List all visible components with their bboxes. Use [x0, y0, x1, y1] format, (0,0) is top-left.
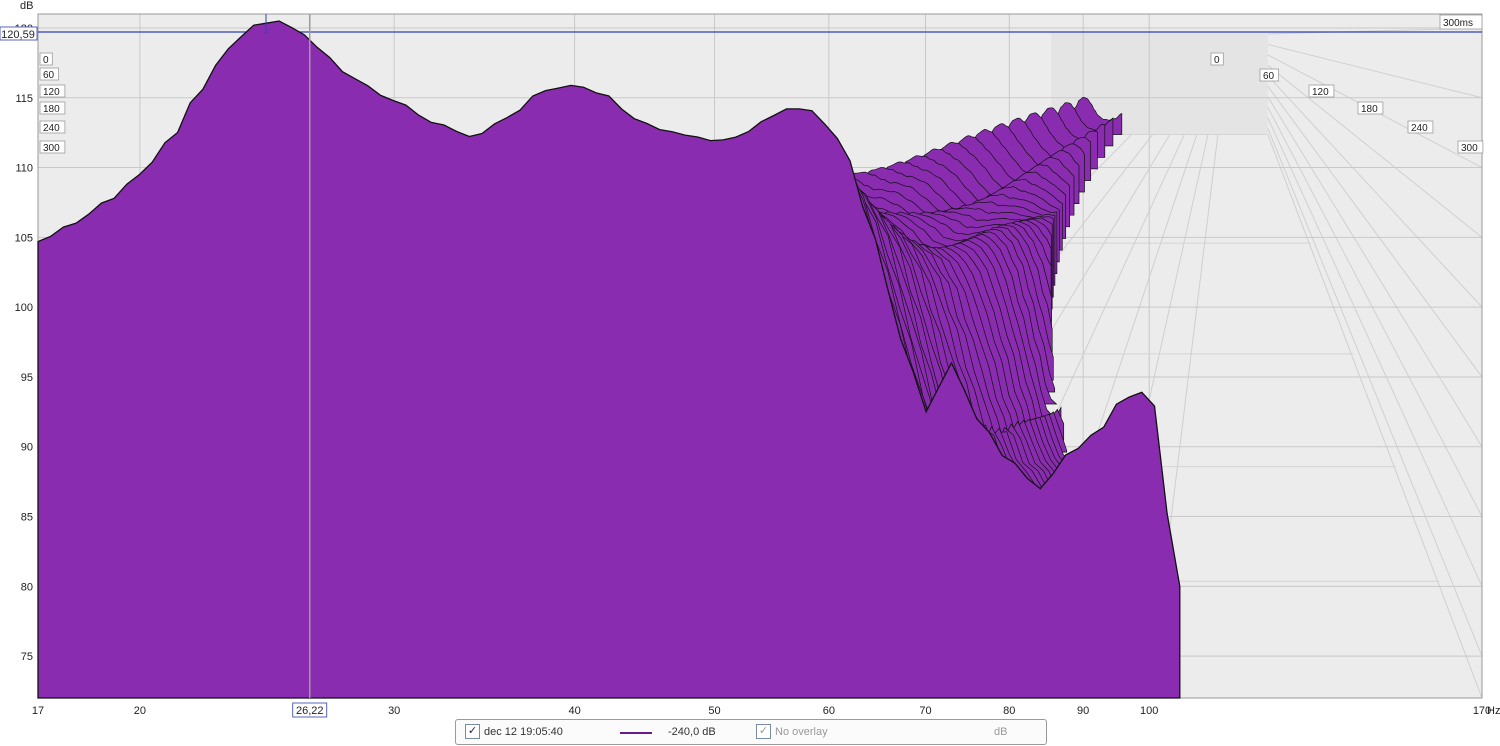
x-tick-label: 30	[388, 705, 400, 717]
time-tick-label: 60	[43, 70, 55, 81]
x-tick-label: 80	[1003, 705, 1015, 717]
time-tick-label: 300	[1461, 143, 1478, 154]
cursor-y-label: 120,59	[1, 29, 35, 41]
y-tick-label: 115	[15, 93, 33, 105]
time-tick-label: 240	[1411, 123, 1428, 134]
time-tick-label: 120	[1312, 87, 1329, 98]
time-tick-label: 180	[43, 104, 60, 115]
time-end-label: 300ms	[1443, 18, 1473, 29]
cursor-x-box	[292, 702, 328, 718]
time-tick-label: 0	[43, 55, 49, 66]
trace-value: -240,0 dB	[668, 726, 716, 738]
x-tick-label: 90	[1077, 705, 1089, 717]
time-end-box	[1439, 14, 1483, 30]
y-tick-label: 90	[21, 442, 33, 454]
time-tick-box	[39, 84, 66, 98]
y-tick-label: 80	[21, 581, 33, 593]
time-tick-box	[39, 140, 66, 154]
time-tick-box	[1308, 84, 1335, 98]
cursor-y-box	[0, 26, 38, 41]
waterfall-slices	[37, 20, 1181, 699]
side-gridline	[1267, 64, 1483, 238]
y-tick-label: 75	[21, 651, 33, 663]
time-tick-box	[1407, 120, 1434, 134]
overlay-value: dB	[994, 726, 1008, 738]
y-axis-label: dB	[20, 0, 33, 12]
time-tick-box	[39, 67, 60, 81]
trace-checkbox[interactable]: ✓	[465, 724, 480, 739]
time-tick-box	[39, 52, 53, 66]
y-tick-label: 100	[15, 302, 33, 314]
side-gridline	[1267, 106, 1483, 517]
x-tick-label: 17	[32, 705, 44, 717]
side-gridline	[1267, 117, 1483, 587]
time-tick-label: 180	[1361, 104, 1378, 115]
time-tick-label: 0	[1214, 55, 1220, 66]
x-tick-label: 20	[134, 705, 146, 717]
y-tick-label: 110	[15, 163, 33, 175]
trace-line-swatch	[620, 732, 652, 734]
floor-gridline	[1267, 134, 1483, 699]
time-tick-label: 300	[43, 143, 60, 154]
y-tick-label: 95	[21, 372, 33, 384]
side-gridline	[1267, 127, 1483, 657]
x-tick-label: 70	[919, 705, 931, 717]
cursor-x-label: 26,22	[296, 705, 324, 717]
legend-bar: ✓ dec 12 19:05:40 -240,0 dB ✓ No overlay…	[455, 719, 1047, 745]
x-tick-label: 50	[708, 705, 720, 717]
x-tick-label: 100	[1140, 705, 1158, 717]
trace-label: dec 12 19:05:40	[484, 726, 563, 738]
y-tick-label: 85	[21, 512, 33, 524]
time-tick-box	[1457, 140, 1484, 154]
overlay-label: No overlay	[775, 726, 828, 738]
y-tick-label: 105	[15, 232, 33, 244]
side-gridline	[1267, 85, 1483, 378]
side-gridline	[1267, 96, 1483, 447]
time-tick-box	[1357, 101, 1384, 115]
side-gridline	[1267, 75, 1483, 308]
time-tick-box	[39, 120, 66, 134]
time-tick-box	[1210, 52, 1224, 66]
x-tick-label: 60	[823, 705, 835, 717]
x-tick-label: 40	[568, 705, 580, 717]
time-tick-label: 240	[43, 123, 60, 134]
cursor[interactable]: 26,22 120,59	[0, 14, 328, 718]
time-tick-label: 60	[1263, 71, 1275, 82]
x-unit-label: Hz	[1487, 705, 1500, 717]
time-tick-box	[39, 101, 66, 115]
x-tick-label: 170	[1473, 705, 1491, 717]
side-gridline	[1267, 43, 1483, 99]
time-tick-box	[1259, 68, 1280, 82]
overlay-checkbox[interactable]: ✓	[756, 724, 771, 739]
time-tick-label: 120	[43, 87, 60, 98]
waterfall-slice	[37, 20, 1181, 699]
